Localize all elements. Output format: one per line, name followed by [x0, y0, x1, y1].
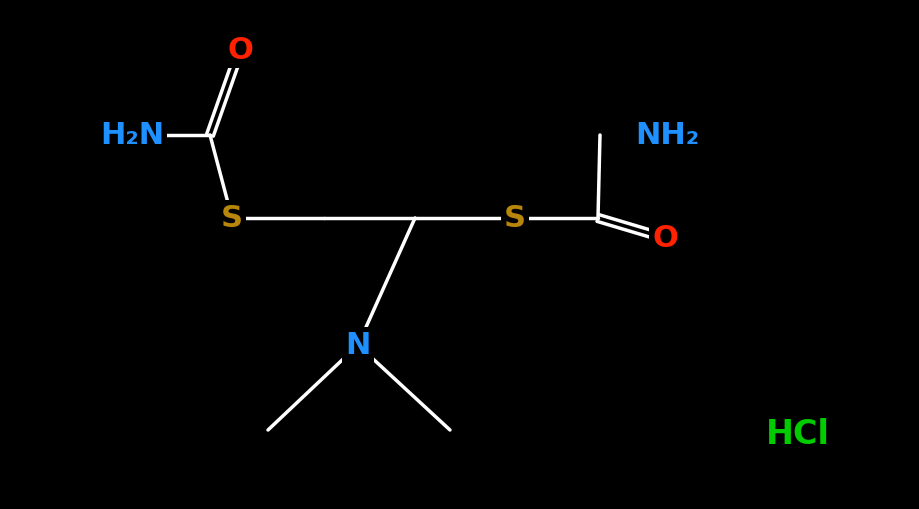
- Text: S: S: [504, 204, 526, 233]
- Text: O: O: [652, 223, 677, 252]
- Text: H₂N: H₂N: [100, 121, 164, 150]
- Text: NH₂: NH₂: [634, 121, 698, 150]
- Text: S: S: [221, 204, 243, 233]
- Text: HCl: HCl: [766, 418, 829, 451]
- Text: O: O: [227, 36, 253, 65]
- Text: N: N: [345, 330, 370, 359]
